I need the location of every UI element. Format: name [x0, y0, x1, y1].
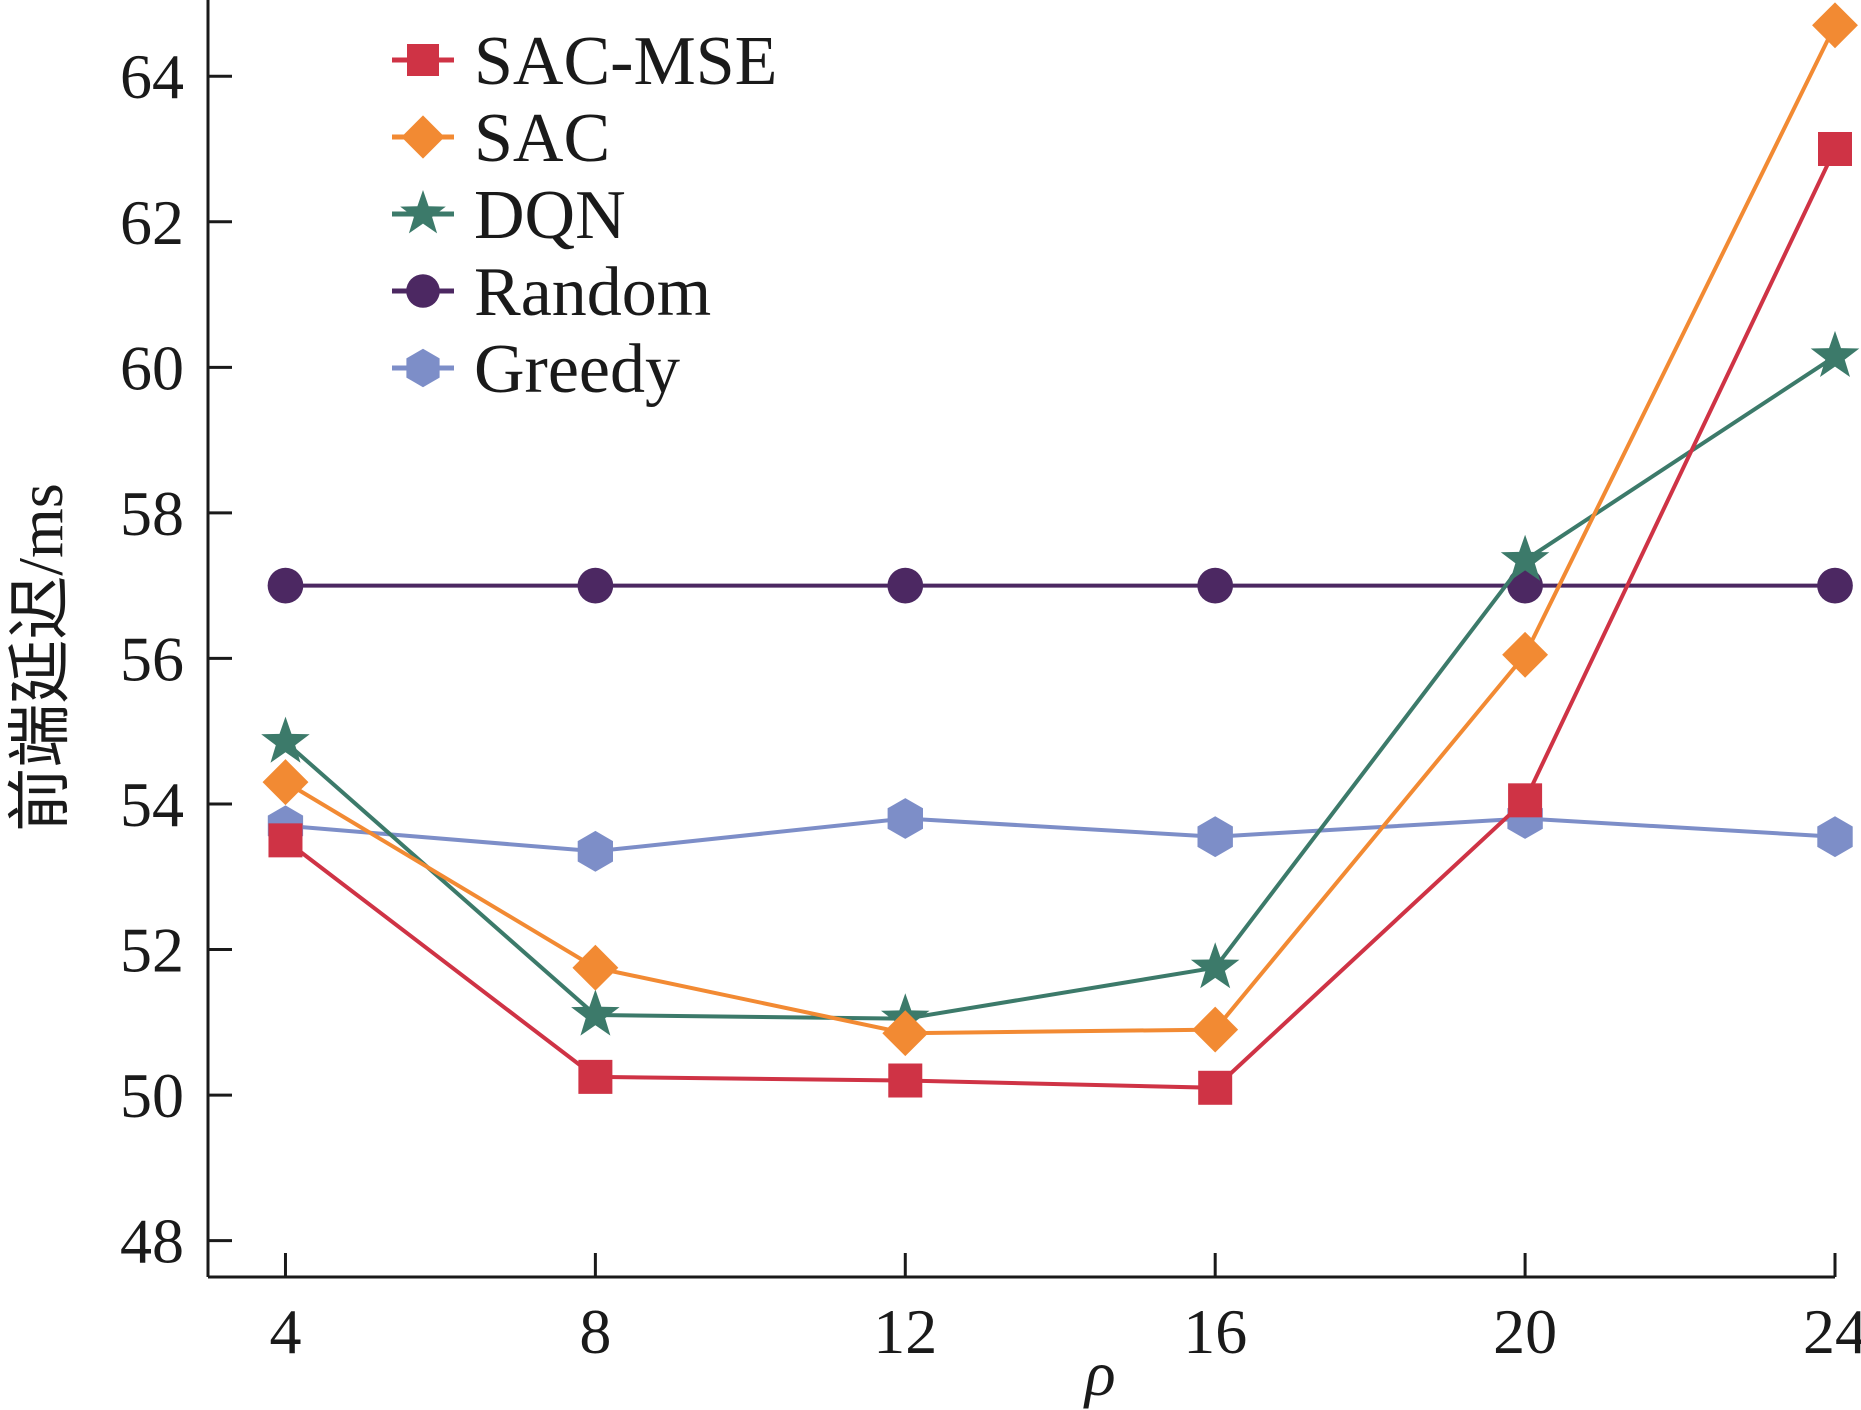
data-point: [1190, 942, 1240, 989]
x-tick-label: 20: [1493, 1296, 1557, 1367]
data-point: [577, 830, 613, 872]
legend-item: SAC-MSE: [392, 23, 777, 100]
series-random: [267, 567, 1853, 604]
legend-label: SAC-MSE: [474, 23, 777, 100]
series-sac: [262, 2, 1858, 1057]
legend-marker: [400, 190, 446, 234]
series-dqn: [261, 330, 1860, 1040]
legend-label: Greedy: [474, 331, 680, 408]
y-tick-label: 58: [120, 478, 184, 549]
x-tick-label: 4: [269, 1296, 301, 1367]
data-point: [577, 567, 614, 604]
x-tick-label: 16: [1183, 1296, 1247, 1367]
data-point: [268, 823, 303, 858]
legend-marker: [407, 44, 439, 76]
legend-item: Greedy: [392, 331, 680, 408]
legend-item: DQN: [392, 177, 626, 254]
x-tick-label: 24: [1803, 1296, 1861, 1367]
legend-item: Random: [392, 254, 711, 331]
x-tick-label: 12: [873, 1296, 937, 1367]
data-point: [1810, 330, 1860, 377]
data-point: [1197, 567, 1234, 604]
data-point: [1192, 1006, 1239, 1053]
data-point: [1508, 783, 1543, 818]
data-point: [1507, 567, 1543, 604]
data-point: [267, 567, 304, 604]
data-point: [1198, 1070, 1233, 1105]
series-greedy: [267, 798, 1853, 872]
y-axis-title: 前端延迟/ms: [5, 483, 76, 831]
y-tick-label: 52: [120, 915, 184, 986]
data-point: [888, 1063, 923, 1098]
legend-label: SAC: [474, 100, 610, 177]
data-point: [261, 716, 310, 763]
data-point: [1818, 131, 1852, 166]
data-point: [882, 1010, 929, 1057]
data-point: [1197, 816, 1233, 858]
x-axis-title: ρ: [1083, 1338, 1116, 1409]
data-point: [1812, 2, 1858, 49]
y-tick-label: 60: [120, 332, 184, 403]
data-point: [1502, 631, 1549, 678]
x-ticks: 4 8 12 16 20 24: [269, 1253, 1861, 1367]
legend-label: Random: [474, 254, 711, 331]
y-tick-label: 62: [120, 187, 184, 258]
legend-marker: [406, 274, 440, 308]
y-tick-label: 50: [120, 1060, 184, 1131]
x-tick-label: 8: [579, 1296, 611, 1367]
data-point: [571, 989, 620, 1036]
axes: [206, 0, 1835, 1279]
series-line: [284, 148, 1837, 1090]
series-sac-mse: [268, 131, 1852, 1105]
y-tick-label: 64: [120, 41, 184, 112]
data-point: [262, 759, 309, 806]
data-point: [572, 944, 619, 991]
y-tick-label: 48: [120, 1206, 184, 1277]
y-tick-label: 54: [120, 769, 184, 840]
y-tick-label: 56: [120, 623, 184, 694]
series-line: [285, 816, 1836, 854]
series-line: [284, 24, 1837, 1036]
data-point: [578, 1059, 613, 1094]
data-point: [887, 798, 923, 839]
y-ticks: 48 50 52 54 56 58 60 62 64: [120, 41, 232, 1277]
data-point: [1817, 816, 1853, 858]
legend-marker: [401, 115, 445, 159]
data-point: [1817, 567, 1853, 604]
series-line: [284, 354, 1837, 1021]
legend-marker: [406, 348, 440, 388]
data-point: [887, 567, 924, 604]
legend-item: SAC: [392, 100, 610, 177]
series-layer: [261, 2, 1860, 1105]
data-point: [1500, 534, 1550, 581]
legend-label: DQN: [474, 177, 626, 254]
